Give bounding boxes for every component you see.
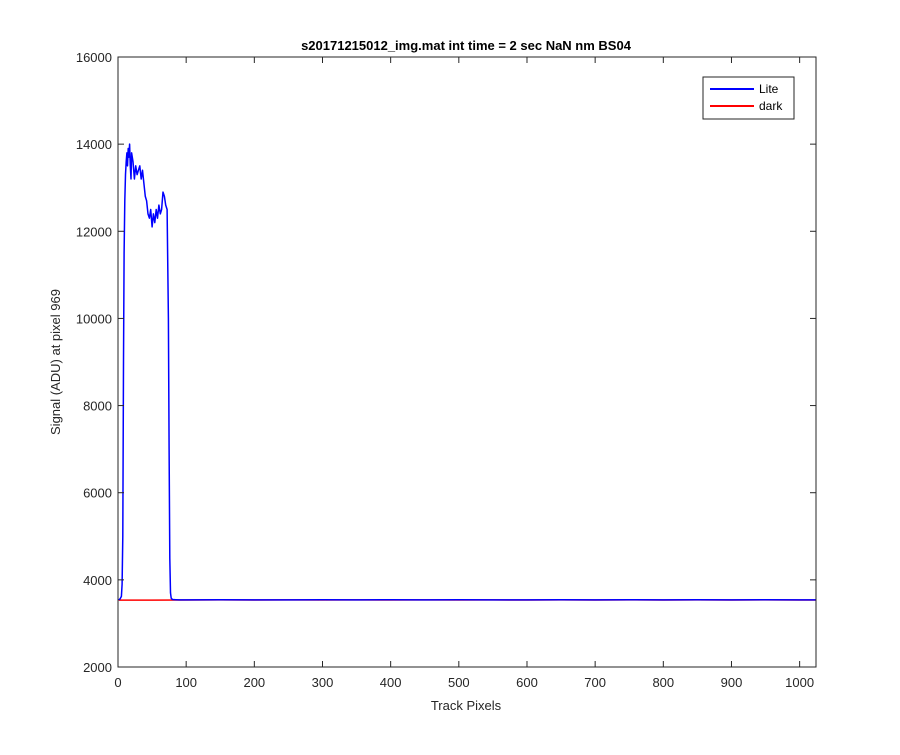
x-tick-label: 700 (584, 675, 606, 690)
legend: Lite dark (703, 77, 794, 119)
y-tick-label: 8000 (83, 399, 112, 414)
plot-area (118, 57, 816, 667)
x-tick-label: 100 (175, 675, 197, 690)
y-tick-label: 4000 (83, 573, 112, 588)
y-tick-label: 12000 (76, 224, 112, 239)
x-axis-label: Track Pixels (431, 698, 502, 713)
x-tick-label: 800 (652, 675, 674, 690)
x-tick-label: 400 (380, 675, 402, 690)
chart-title: s20171215012_img.mat int time = 2 sec Na… (301, 38, 632, 53)
y-tick-label: 14000 (76, 137, 112, 152)
y-tick-label: 2000 (83, 660, 112, 675)
x-tick-label: 300 (312, 675, 334, 690)
y-tick-label: 16000 (76, 50, 112, 65)
y-tick-label: 6000 (83, 486, 112, 501)
x-tick-label: 0 (114, 675, 121, 690)
y-axis-label: Signal (ADU) at pixel 969 (48, 289, 63, 435)
legend-label-lite: Lite (759, 82, 779, 96)
y-tick-label: 10000 (76, 311, 112, 326)
legend-label-dark: dark (759, 99, 783, 113)
x-tick-label: 600 (516, 675, 538, 690)
x-tick-label: 500 (448, 675, 470, 690)
x-tick-label: 1000 (785, 675, 814, 690)
x-tick-label: 900 (721, 675, 743, 690)
x-tick-label: 200 (243, 675, 265, 690)
